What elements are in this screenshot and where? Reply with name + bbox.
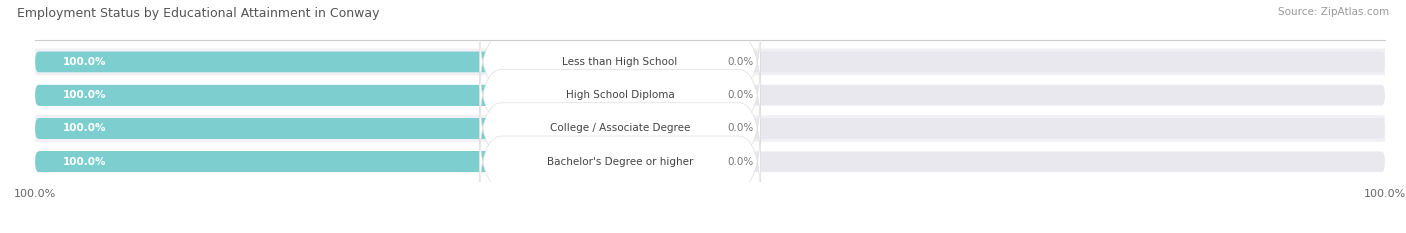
Bar [620, 51, 707, 72]
FancyBboxPatch shape [479, 88, 761, 169]
FancyBboxPatch shape [620, 118, 710, 139]
Text: Source: ZipAtlas.com: Source: ZipAtlas.com [1278, 7, 1389, 17]
Text: 0.0%: 0.0% [727, 90, 754, 100]
FancyBboxPatch shape [35, 51, 1385, 72]
Bar [38, 151, 620, 172]
Bar [620, 85, 707, 106]
FancyBboxPatch shape [35, 51, 620, 72]
FancyBboxPatch shape [479, 121, 761, 203]
FancyBboxPatch shape [479, 21, 761, 103]
FancyBboxPatch shape [620, 151, 710, 172]
FancyBboxPatch shape [35, 85, 1385, 106]
Bar [620, 118, 707, 139]
Text: 0.0%: 0.0% [727, 123, 754, 134]
FancyBboxPatch shape [35, 115, 1385, 142]
Bar [620, 151, 707, 172]
Text: Bachelor's Degree or higher: Bachelor's Degree or higher [547, 157, 693, 167]
Text: 100.0%: 100.0% [63, 57, 107, 67]
Text: College / Associate Degree: College / Associate Degree [550, 123, 690, 134]
FancyBboxPatch shape [620, 85, 710, 106]
FancyBboxPatch shape [35, 151, 1385, 172]
Bar [38, 85, 620, 106]
Text: Less than High School: Less than High School [562, 57, 678, 67]
FancyBboxPatch shape [35, 82, 1385, 109]
Text: 100.0%: 100.0% [63, 157, 107, 167]
Bar [38, 118, 620, 139]
FancyBboxPatch shape [35, 151, 620, 172]
FancyBboxPatch shape [35, 118, 620, 139]
Bar [38, 51, 620, 72]
FancyBboxPatch shape [35, 118, 1385, 139]
Text: 100.0%: 100.0% [63, 90, 107, 100]
FancyBboxPatch shape [35, 148, 1385, 175]
Text: 0.0%: 0.0% [727, 157, 754, 167]
FancyBboxPatch shape [620, 51, 710, 72]
FancyBboxPatch shape [479, 54, 761, 136]
Text: Employment Status by Educational Attainment in Conway: Employment Status by Educational Attainm… [17, 7, 380, 20]
Text: 0.0%: 0.0% [727, 57, 754, 67]
Text: 100.0%: 100.0% [63, 123, 107, 134]
FancyBboxPatch shape [35, 49, 1385, 75]
Text: High School Diploma: High School Diploma [565, 90, 675, 100]
FancyBboxPatch shape [35, 85, 620, 106]
